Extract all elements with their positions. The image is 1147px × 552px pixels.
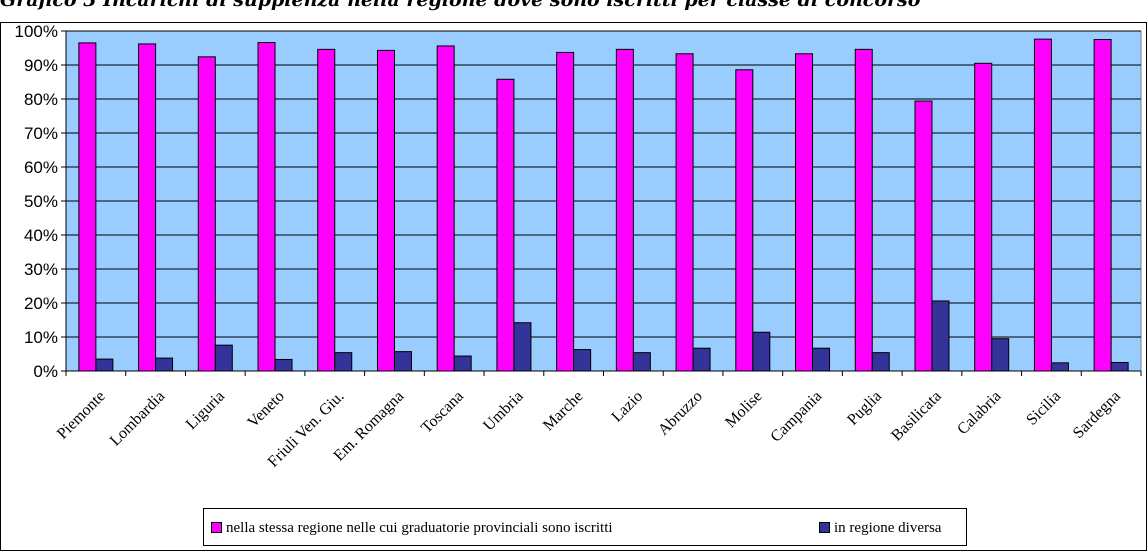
bar-stessa-regione-0 [78, 42, 97, 372]
bar-regione-diversa-4 [334, 352, 353, 372]
legend-swatch-navy [819, 522, 830, 534]
y-tick-label: 100% [15, 22, 58, 41]
bar-regione-diversa-10 [692, 347, 711, 372]
bar-regione-diversa-5 [393, 351, 412, 372]
bar-regione-diversa-6 [453, 355, 472, 372]
bar-stessa-regione-2 [197, 56, 216, 372]
bar-stessa-regione-11 [735, 69, 754, 372]
bar-stessa-regione-8 [556, 51, 575, 372]
bar-stessa-regione-12 [795, 53, 814, 372]
x-tick-label: Sicilia [1023, 388, 1064, 429]
bar-regione-diversa-3 [274, 358, 293, 372]
x-tick-label: Umbria [480, 388, 527, 435]
bar-stessa-regione-7 [496, 78, 515, 372]
x-tick-label: Veneto [244, 388, 287, 431]
legend-label: in regione diversa [834, 520, 942, 536]
y-tick-label: 50% [24, 192, 58, 211]
y-tick-label: 0% [33, 362, 58, 381]
x-tick-label: Basilicata [888, 388, 945, 445]
x-tick-label: Lazio [608, 388, 646, 426]
x-tick-label: Puglia [844, 388, 885, 429]
bar-stessa-regione-5 [376, 49, 395, 372]
y-tick-label: 10% [24, 328, 58, 347]
bar-regione-diversa-7 [513, 322, 532, 372]
bar-stessa-regione-13 [854, 48, 873, 372]
y-tick-label: 70% [24, 124, 58, 143]
x-tick-label: Sardegna [1070, 388, 1124, 442]
legend-item-stessa-regione: nella stessa regione nelle cui graduator… [211, 519, 613, 537]
bar-regione-diversa-1 [155, 357, 174, 372]
bars [78, 38, 1129, 372]
x-tick-label: Toscana [418, 388, 467, 437]
x-tick-label: Molise [722, 388, 765, 431]
chart-title-text: Grafico 3 Incarichi di supplenza nella r… [0, 0, 921, 11]
legend-item-regione-diversa: in regione diversa [819, 519, 941, 537]
bar-regione-diversa-0 [95, 358, 114, 372]
bar-regione-diversa-2 [214, 344, 233, 372]
bar-stessa-regione-4 [317, 48, 336, 372]
legend: nella stessa regione nelle cui graduator… [203, 508, 967, 546]
legend-label: nella stessa regione nelle cui graduator… [226, 520, 613, 536]
y-tick-label: 80% [24, 90, 58, 109]
x-tick-label: Lombardia [107, 388, 169, 450]
x-tick-label: Abruzzo [655, 388, 706, 439]
x-tick-label: Campania [767, 388, 825, 446]
bar-stessa-regione-15 [974, 62, 993, 372]
plot-area [0, 22, 1147, 551]
y-tick-label: 20% [24, 294, 58, 313]
bar-regione-diversa-13 [871, 352, 890, 372]
y-axis: 0% 10% 20% 30% 40% 50% 60% 70% 80% 90% 100% [15, 22, 67, 381]
bar-regione-diversa-8 [573, 349, 592, 372]
legend-swatch-magenta [211, 522, 222, 534]
bar-regione-diversa-12 [812, 347, 831, 372]
bar-stessa-regione-10 [675, 53, 694, 372]
bar-stessa-regione-1 [138, 43, 157, 372]
chart-title: Grafico 3 Incarichi di supplenza nella r… [0, 0, 1147, 22]
bar-regione-diversa-11 [752, 331, 771, 372]
y-tick-label: 90% [24, 56, 58, 75]
x-tick-label: Marche [540, 388, 587, 435]
bar-regione-diversa-14 [931, 300, 950, 372]
bar-stessa-regione-9 [615, 48, 634, 372]
x-tick-label: Liguria [183, 388, 228, 433]
bar-stessa-regione-14 [914, 100, 933, 372]
bar-regione-diversa-17 [1110, 362, 1129, 372]
x-tick-label: Calabria [954, 388, 1004, 438]
bar-regione-diversa-15 [991, 338, 1010, 372]
bar-stessa-regione-6 [436, 45, 455, 372]
bar-stessa-regione-17 [1093, 39, 1112, 372]
x-tick-label: Piemonte [54, 388, 109, 443]
bar-regione-diversa-9 [632, 352, 651, 372]
y-tick-label: 60% [24, 158, 58, 177]
bar-stessa-regione-16 [1033, 38, 1052, 372]
bar-regione-diversa-16 [1050, 362, 1069, 372]
y-tick-label: 30% [24, 260, 58, 279]
y-tick-label: 40% [24, 226, 58, 245]
bar-stessa-regione-3 [257, 42, 276, 372]
